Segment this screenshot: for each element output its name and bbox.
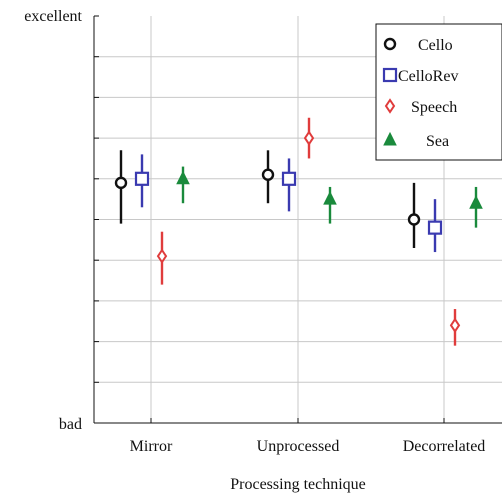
point-speech-1: [303, 130, 315, 146]
point-cello-1: [261, 168, 275, 181]
point-cello-0: [114, 176, 128, 190]
data-marks: [114, 117, 483, 346]
legend-marker-cello: [383, 37, 397, 51]
point-cellorev-1: [281, 171, 297, 186]
x-axis-label: Processing technique: [230, 476, 366, 493]
legend-label-cello: Cello: [418, 37, 453, 54]
point-sea-1: [323, 191, 337, 205]
axis-ticks: [94, 15, 445, 424]
y-top-label: excellent: [24, 8, 82, 25]
legend-marker-speech: [384, 98, 396, 114]
x-tick-label-2: Decorrelated: [403, 438, 486, 455]
x-tick-label-1: Unprocessed: [257, 438, 340, 455]
point-cellorev-0: [134, 171, 150, 186]
x-tick-label-0: Mirror: [130, 438, 173, 455]
legend-marker-cellorev: [382, 67, 398, 83]
point-cello-2: [407, 213, 421, 226]
legend-label-speech: Speech: [411, 99, 457, 116]
y-bottom-label: bad: [59, 416, 82, 433]
legend: Cello CelloRev Speech Sea: [375, 23, 502, 161]
legend-marker-sea: [383, 131, 397, 146]
point-sea-2: [469, 195, 483, 209]
point-cellorev-2: [427, 220, 443, 235]
legend-label-sea: Sea: [426, 133, 449, 150]
point-speech-0: [156, 248, 168, 264]
point-speech-2: [449, 317, 461, 334]
point-sea-0: [176, 170, 190, 185]
legend-label-cellorev: CelloRev: [398, 68, 458, 85]
